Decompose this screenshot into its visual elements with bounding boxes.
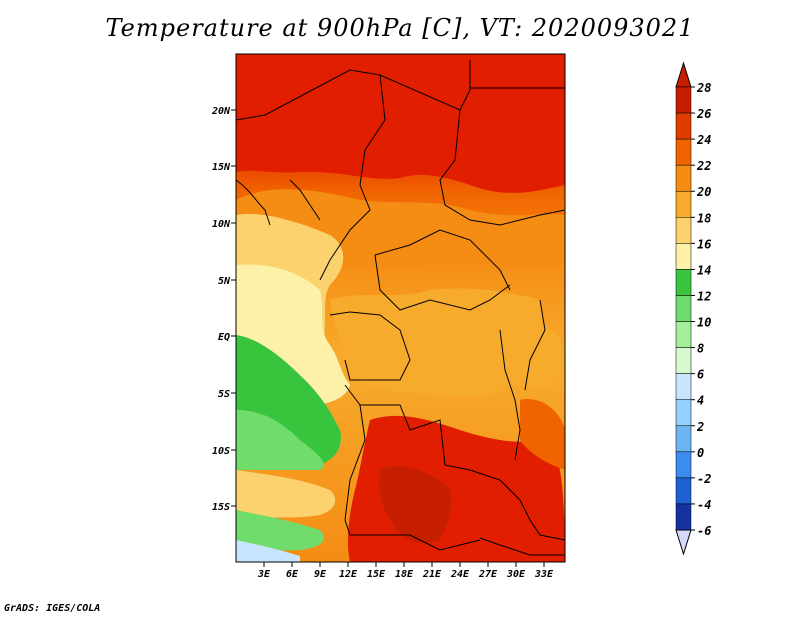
lon-label-33e: 33E xyxy=(534,569,554,580)
lon-label-30e: 30E xyxy=(506,569,526,580)
colorbar-label: 10 xyxy=(697,316,711,330)
lon-label-18e: 18E xyxy=(395,569,414,580)
lat-label-20n: 20N xyxy=(211,106,231,117)
temperature-field xyxy=(236,54,565,562)
colorbar-swatch xyxy=(675,86,692,114)
colorbar-label: 8 xyxy=(697,342,704,356)
colorbar-label: -6 xyxy=(697,524,711,538)
lon-label-21e: 21E xyxy=(422,569,442,580)
colorbar-label: 2 xyxy=(696,420,704,434)
colorbar-swatch xyxy=(675,190,692,218)
colorbar-swatch xyxy=(675,321,692,348)
colorbar-label: 28 xyxy=(696,81,711,95)
map-title: Temperature at 900hPa [C], VT: 202009302… xyxy=(105,14,695,42)
colorbar-label: 6 xyxy=(697,368,704,382)
lat-label-10n: 10N xyxy=(212,219,231,230)
map-frame xyxy=(235,53,566,563)
colorbar-swatch xyxy=(675,295,692,322)
colorbar-label: 24 xyxy=(696,133,711,147)
colorbar-label: 20 xyxy=(696,185,711,199)
lon-label-9e: 9E xyxy=(314,569,327,580)
colorbar-label: 0 xyxy=(697,446,704,460)
colorbar-swatch xyxy=(675,164,692,192)
colorbar-label: 26 xyxy=(696,107,711,121)
lat-label-eq: EQ xyxy=(218,332,230,343)
colorbar-swatch xyxy=(675,373,692,400)
colorbar-top-arrow xyxy=(675,61,692,88)
lat-label-5s: 5S xyxy=(218,389,230,400)
colorbar-swatch xyxy=(675,243,692,270)
colorbar-swatch xyxy=(675,451,692,479)
lat-label-15s: 15S xyxy=(212,502,230,513)
colorbar-swatch xyxy=(675,217,692,244)
colorbar-swatch xyxy=(675,347,692,374)
grads-credit: GrADS: IGES/COLA xyxy=(4,603,101,614)
colorbar-label: 16 xyxy=(697,237,711,251)
lon-label-3e: 3E xyxy=(257,569,271,580)
lat-label-15n: 15N xyxy=(212,162,231,173)
colorbar-swatch xyxy=(675,399,692,427)
colorbar-label: -4 xyxy=(697,498,711,512)
colorbar-label: 14 xyxy=(697,263,711,277)
latitude-axis: 20N 15N 10N 5N EQ 5S 10S 15S xyxy=(211,106,236,513)
colorbar-label: 12 xyxy=(697,289,711,303)
colorbar-label: 18 xyxy=(697,211,711,225)
lat-label-5n: 5N xyxy=(218,276,231,287)
colorbar-label: -2 xyxy=(697,472,711,486)
colorbar-label: 4 xyxy=(697,394,704,408)
country-borders xyxy=(235,60,566,556)
lon-label-24e: 24E xyxy=(450,569,470,580)
lat-label-10s: 10S xyxy=(212,446,230,457)
colorbar-swatch xyxy=(675,138,692,166)
colorbar-bottom-arrow xyxy=(675,529,692,556)
lon-label-6e: 6E xyxy=(286,569,299,580)
lon-label-15e: 15E xyxy=(367,569,386,580)
lon-label-12e: 12E xyxy=(339,569,358,580)
longitude-axis: 3E 6E 9E 12E 15E 18E 21E 24E 27E 30E 33E xyxy=(257,562,554,580)
colorbar-swatch xyxy=(675,112,692,140)
colorbar-swatch xyxy=(675,269,692,296)
colorbar-swatch xyxy=(675,425,692,453)
colorbar-label: 22 xyxy=(696,159,711,173)
colorbar-swatch xyxy=(675,503,692,531)
lon-label-27e: 27E xyxy=(478,569,498,580)
colorbar-swatch xyxy=(675,477,692,505)
